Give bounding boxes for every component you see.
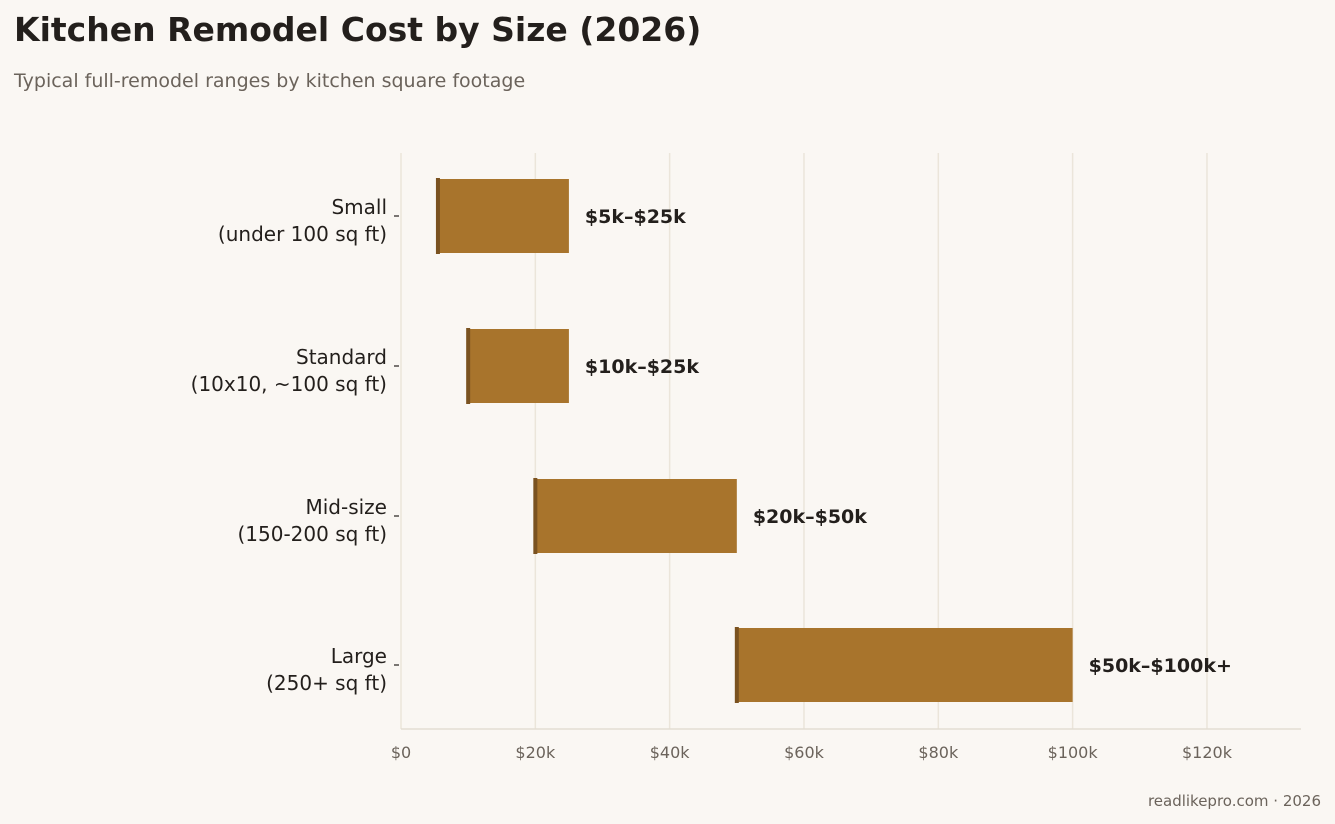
x-tick-label: $0 <box>391 743 411 762</box>
range-bar-chart: $0 $20k $40k $60k $80k $100k $120k Small (under … <box>191 153 1301 762</box>
value-label: $10k–$25k <box>585 356 699 378</box>
range-bar <box>535 479 737 553</box>
range-start-marker <box>466 328 471 404</box>
category-label: Small <box>331 195 387 219</box>
category-label: Standard <box>296 345 387 369</box>
range-bar <box>468 329 569 403</box>
range-bar <box>736 628 1073 702</box>
range-start-marker <box>435 178 440 254</box>
source-credit: readlikepro.com · 2026 <box>1147 792 1321 810</box>
x-tick-label: $120k <box>1182 743 1233 762</box>
x-tick-label: $20k <box>515 743 556 762</box>
category-sublabel: (under 100 sq ft) <box>218 222 387 246</box>
range-start-marker <box>533 478 538 554</box>
range-bar <box>437 179 569 253</box>
value-label: $50k–$100k+ <box>1089 655 1232 677</box>
chart-title: Kitchen Remodel Cost by Size (2026) <box>14 10 702 49</box>
value-label: $20k–$50k <box>753 506 867 528</box>
x-tick-label: $80k <box>918 743 959 762</box>
x-tick-label: $100k <box>1048 743 1099 762</box>
category-label: Mid-size <box>305 495 387 519</box>
chart-subtitle: Typical full-remodel ranges by kitchen s… <box>14 70 526 92</box>
category-label: Large <box>331 644 387 668</box>
category-sublabel: (10x10, ~100 sq ft) <box>191 372 387 396</box>
x-tick-label: $40k <box>650 743 691 762</box>
value-label: $5k–$25k <box>585 206 686 228</box>
category-sublabel: (250+ sq ft) <box>266 671 387 695</box>
x-tick-label: $60k <box>784 743 825 762</box>
range-start-marker <box>734 627 739 703</box>
category-sublabel: (150-200 sq ft) <box>237 522 387 546</box>
